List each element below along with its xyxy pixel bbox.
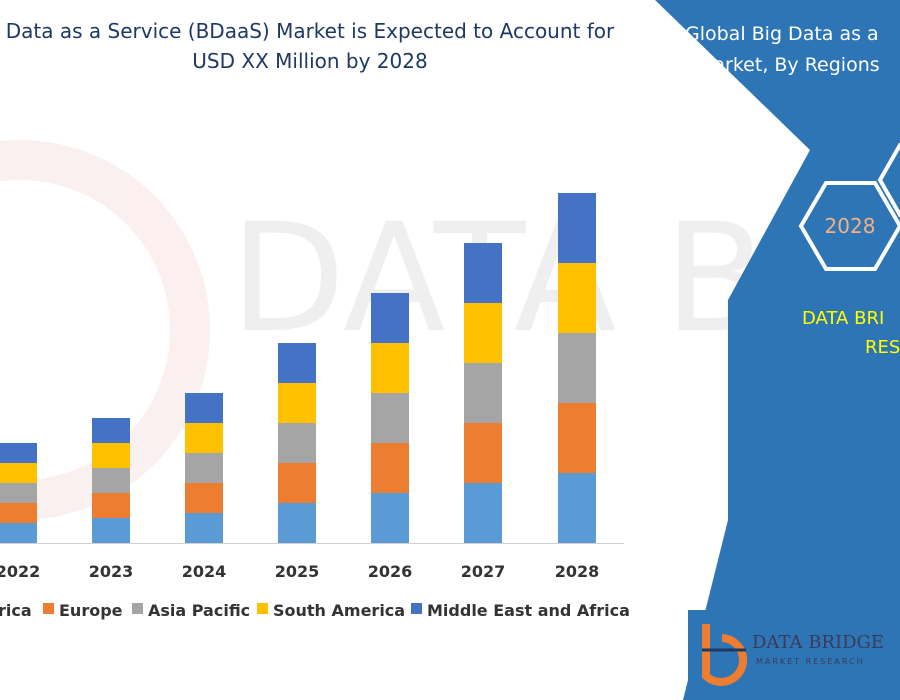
bar-2024-series-4 bbox=[185, 393, 223, 423]
bar-2028-series-2 bbox=[558, 333, 596, 403]
bar-2024-series-3 bbox=[185, 423, 223, 453]
legend-label-3: South America bbox=[273, 601, 405, 620]
bar-2026-series-3 bbox=[371, 343, 409, 393]
legend-swatch-3 bbox=[257, 603, 268, 614]
bar-2028-series-3 bbox=[558, 263, 596, 333]
chart-title-line1: Data as a Service (BDaaS) Market is Expe… bbox=[6, 19, 615, 43]
x-tick-2023: 2023 bbox=[89, 562, 134, 581]
x-tick-2026: 2026 bbox=[368, 562, 413, 581]
bar-2026-series-4 bbox=[371, 293, 409, 343]
bar-2026-series-2 bbox=[371, 393, 409, 443]
chart-title-line2: USD XX Million by 2028 bbox=[192, 49, 427, 73]
x-tick-2025: 2025 bbox=[275, 562, 320, 581]
legend: rica Europe Asia Pacific South America M… bbox=[0, 601, 630, 620]
bar-2024-series-2 bbox=[185, 453, 223, 483]
bar-2027-series-2 bbox=[464, 363, 502, 423]
bar-2024-series-0 bbox=[185, 513, 223, 543]
legend-swatch-2 bbox=[132, 603, 143, 614]
bar-2022-series-1 bbox=[0, 503, 37, 523]
bar-2025-series-4 bbox=[278, 343, 316, 383]
x-tick-2028: 2028 bbox=[555, 562, 600, 581]
x-tick-2024: 2024 bbox=[182, 562, 227, 581]
bar-2027-series-4 bbox=[464, 243, 502, 303]
bar-2023-series-4 bbox=[92, 418, 130, 443]
bar-2028-series-0 bbox=[558, 473, 596, 543]
bar-2022-series-0 bbox=[0, 523, 37, 543]
logo-main-text: DATA BRIDGE bbox=[752, 632, 884, 653]
legend-swatch-1 bbox=[43, 603, 54, 614]
bar-2024-series-1 bbox=[185, 483, 223, 513]
bar-2023-series-3 bbox=[92, 443, 130, 468]
legend-label-4: Middle East and Africa bbox=[427, 601, 630, 620]
legend-label-0: rica bbox=[0, 601, 32, 620]
bar-2026-series-0 bbox=[371, 493, 409, 543]
bar-2028-series-4 bbox=[558, 193, 596, 263]
hexagon-2028 bbox=[798, 181, 900, 271]
bar-2028-series-1 bbox=[558, 403, 596, 473]
bar-2022-series-4 bbox=[0, 443, 37, 463]
bar-2022-series-3 bbox=[0, 463, 37, 483]
brand-text-line1: DATA BRI bbox=[802, 308, 884, 329]
brand-text-line2: RES bbox=[865, 337, 900, 358]
bar-2025-series-3 bbox=[278, 383, 316, 423]
bar-2026-series-1 bbox=[371, 443, 409, 493]
bar-2027-series-0 bbox=[464, 483, 502, 543]
x-tick-labels: 2022 2023 2024 2025 2026 2027 2028 bbox=[0, 562, 599, 581]
logo-mark bbox=[702, 624, 748, 686]
logo-sub-text: MARKET RESEARCH bbox=[756, 657, 865, 666]
logo-background bbox=[688, 610, 900, 700]
bar-2027-series-3 bbox=[464, 303, 502, 363]
legend-swatch-4 bbox=[411, 603, 422, 614]
panel-background bbox=[655, 0, 900, 700]
panel-title-line2: Market, By Regions bbox=[697, 54, 880, 76]
bar-2023-series-0 bbox=[92, 518, 130, 543]
x-tick-2022: 2022 bbox=[0, 562, 40, 581]
data-bridge-logo: DATA BRIDGE MARKET RESEARCH bbox=[688, 610, 900, 700]
bar-2025-series-2 bbox=[278, 423, 316, 463]
bar-2027-series-1 bbox=[464, 423, 502, 483]
bar-2025-series-1 bbox=[278, 463, 316, 503]
x-tick-2027: 2027 bbox=[461, 562, 506, 581]
panel-title-line1: Global Big Data as a bbox=[685, 23, 879, 45]
info-panel: Global Big Data as a Market, By Regions … bbox=[655, 0, 900, 700]
bar-2025-series-0 bbox=[278, 503, 316, 543]
bar-area bbox=[0, 193, 596, 543]
hex-year-label: 2028 bbox=[825, 214, 876, 238]
bar-2023-series-1 bbox=[92, 493, 130, 518]
legend-label-1: Europe bbox=[59, 601, 123, 620]
legend-label-2: Asia Pacific bbox=[148, 601, 250, 620]
bar-2022-series-2 bbox=[0, 483, 37, 503]
bar-2023-series-2 bbox=[92, 468, 130, 493]
